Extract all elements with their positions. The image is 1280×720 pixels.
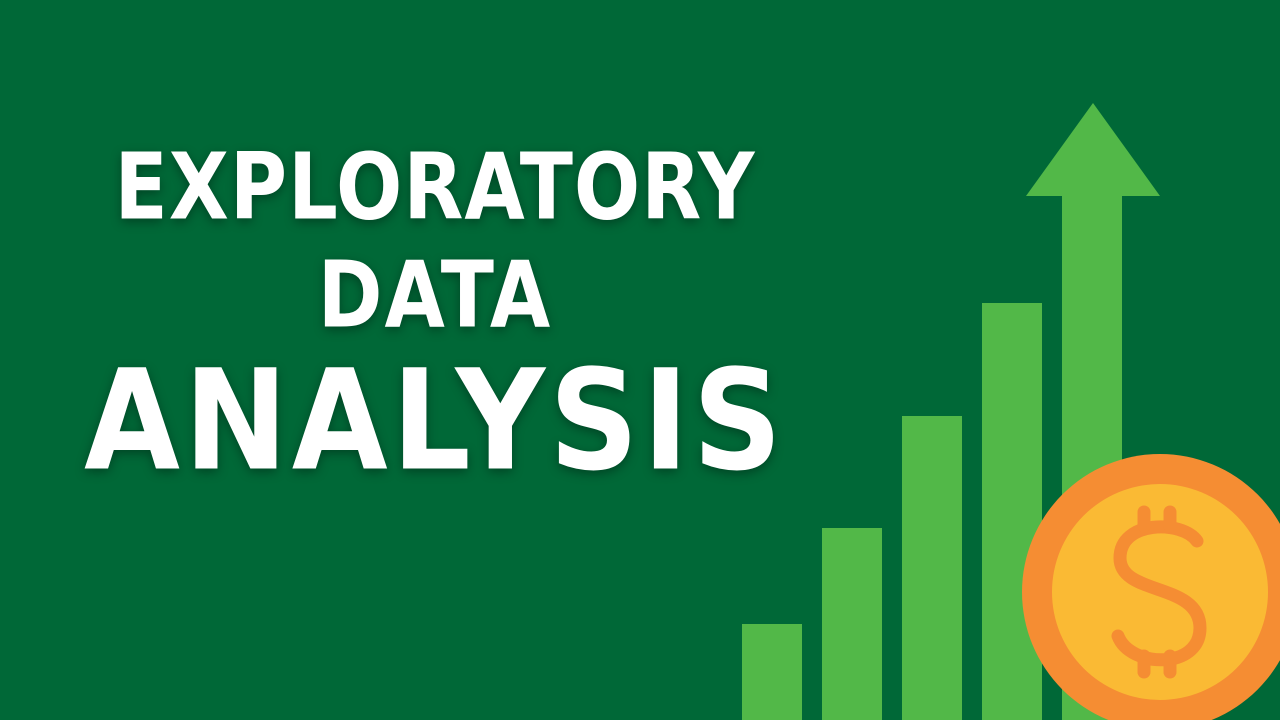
dollar-coin-icon — [1022, 454, 1280, 720]
arrow-head — [1026, 103, 1160, 196]
bar-4 — [982, 303, 1042, 720]
bar-2 — [822, 528, 882, 720]
title-line-exploratory: EXPLORATORY — [114, 134, 756, 242]
bar-1 — [742, 624, 802, 720]
title-line-data: DATA — [317, 242, 553, 350]
title-line-analysis: ANALYSIS — [84, 340, 786, 503]
bar-chart-icon — [742, 303, 1042, 720]
bar-3 — [902, 416, 962, 720]
dollar-sign-icon — [1111, 505, 1207, 679]
